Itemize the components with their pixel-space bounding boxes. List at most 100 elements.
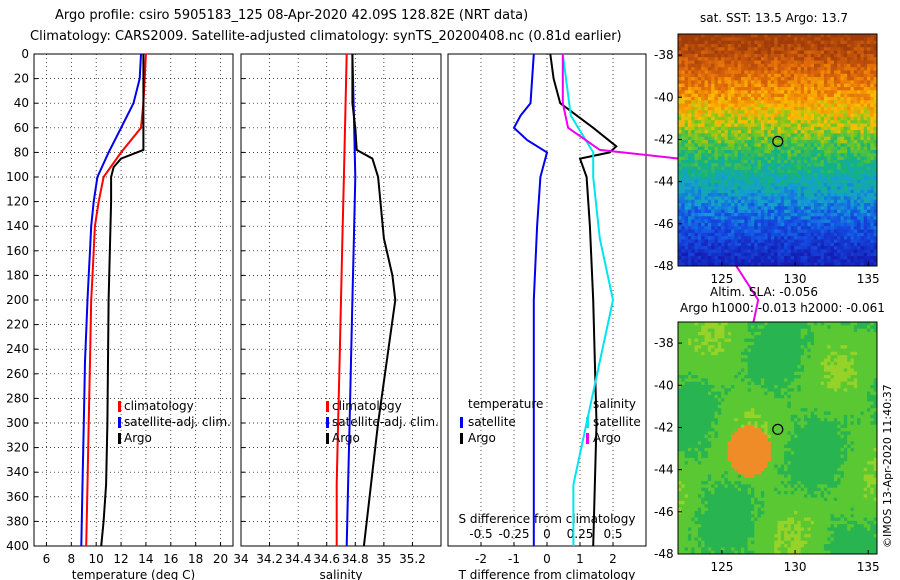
map-cell: [847, 176, 851, 181]
map-cell: [707, 179, 712, 184]
map-cell: [750, 219, 755, 224]
map-cell: [734, 40, 739, 45]
map-cell: [727, 196, 732, 201]
map-cell: [823, 120, 828, 124]
map-cell: [681, 120, 686, 124]
map-cell: [731, 103, 735, 108]
map-cell: [687, 348, 692, 353]
map-cell: [800, 186, 805, 191]
map-cell: [873, 249, 878, 254]
map-cell: [721, 209, 725, 214]
map-cell: [847, 252, 851, 257]
map-cell: [734, 47, 739, 51]
map-cell: [867, 57, 871, 61]
map-cell: [701, 70, 705, 75]
map-cell: [787, 103, 792, 108]
map-cell: [843, 193, 848, 197]
map-cell: [800, 126, 805, 131]
map-cell: [747, 189, 752, 194]
map-cell: [760, 169, 765, 174]
map-cell: [767, 176, 772, 181]
map-cell: [863, 199, 868, 204]
map-cell: [837, 159, 841, 164]
map-cell: [850, 341, 855, 346]
map-cell: [847, 100, 851, 104]
map-cell: [784, 219, 788, 224]
map-cell: [807, 193, 812, 197]
map-cell: [847, 70, 851, 75]
map-cell: [790, 57, 795, 61]
map-cell: [760, 53, 765, 58]
map-cell: [744, 239, 749, 244]
map-cell: [750, 262, 755, 267]
map-cell: [770, 212, 775, 217]
map-cell: [770, 67, 775, 71]
map-cell: [787, 226, 792, 230]
map-cell: [833, 206, 838, 211]
map-cell: [800, 103, 805, 108]
map-cell: [757, 143, 762, 148]
map-cell: [804, 193, 808, 197]
map-cell: [777, 209, 782, 214]
map-cell: [847, 173, 851, 177]
map-cell: [724, 163, 729, 167]
map-cell: [774, 140, 778, 144]
map-cell: [764, 143, 768, 148]
map-cell: [770, 242, 775, 247]
map-cell: [741, 159, 745, 164]
map-cell: [857, 83, 861, 88]
map-cell: [850, 196, 855, 201]
map-cell: [840, 222, 845, 227]
map-cell: [830, 206, 835, 211]
map-cell: [780, 246, 785, 250]
map-cell: [840, 159, 845, 164]
map-cell: [870, 90, 875, 95]
map-cell: [701, 106, 705, 111]
map-cell: [833, 83, 838, 88]
map-cell: [790, 341, 795, 346]
map-cell: [724, 252, 729, 257]
map-cell: [691, 80, 695, 85]
map-cell: [681, 176, 686, 181]
map-cell: [780, 341, 785, 346]
map-cell: [804, 83, 808, 88]
map-cell: [681, 80, 686, 85]
map-cell: [697, 176, 702, 181]
map-cell: [724, 338, 729, 343]
map-cell: [754, 335, 758, 339]
map-cell: [857, 90, 861, 95]
map-cell: [873, 176, 878, 181]
map-cell: [794, 146, 798, 151]
map-cell: [687, 159, 692, 164]
map-cell: [774, 166, 778, 171]
map-cell: [847, 120, 851, 124]
map-cell: [794, 63, 798, 68]
map-cell: [691, 67, 695, 71]
map-cell: [731, 262, 735, 267]
map-cell: [870, 37, 875, 42]
map-cell: [750, 150, 755, 154]
map-cell: [711, 335, 715, 339]
map-cell: [820, 236, 825, 240]
map-lat-label: -48: [654, 259, 674, 273]
map-cell: [797, 96, 802, 101]
map-cell: [764, 232, 768, 237]
map-cell: [737, 226, 742, 230]
map-cell: [737, 212, 742, 217]
map-cell: [704, 331, 709, 336]
map-cell: [833, 173, 838, 177]
map-cell: [741, 90, 745, 95]
map-cell: [721, 103, 725, 108]
map-cell: [741, 212, 745, 217]
map-cell: [857, 249, 861, 254]
map-cell: [810, 186, 815, 191]
map-cell: [784, 133, 788, 138]
map-cell: [678, 328, 682, 333]
map-cell: [724, 209, 729, 214]
map-cell: [757, 166, 762, 171]
map-cell: [807, 219, 812, 224]
map-cell: [780, 256, 785, 260]
map-cell: [873, 126, 878, 131]
map-cell: [790, 47, 795, 51]
map-cell: [863, 226, 868, 230]
